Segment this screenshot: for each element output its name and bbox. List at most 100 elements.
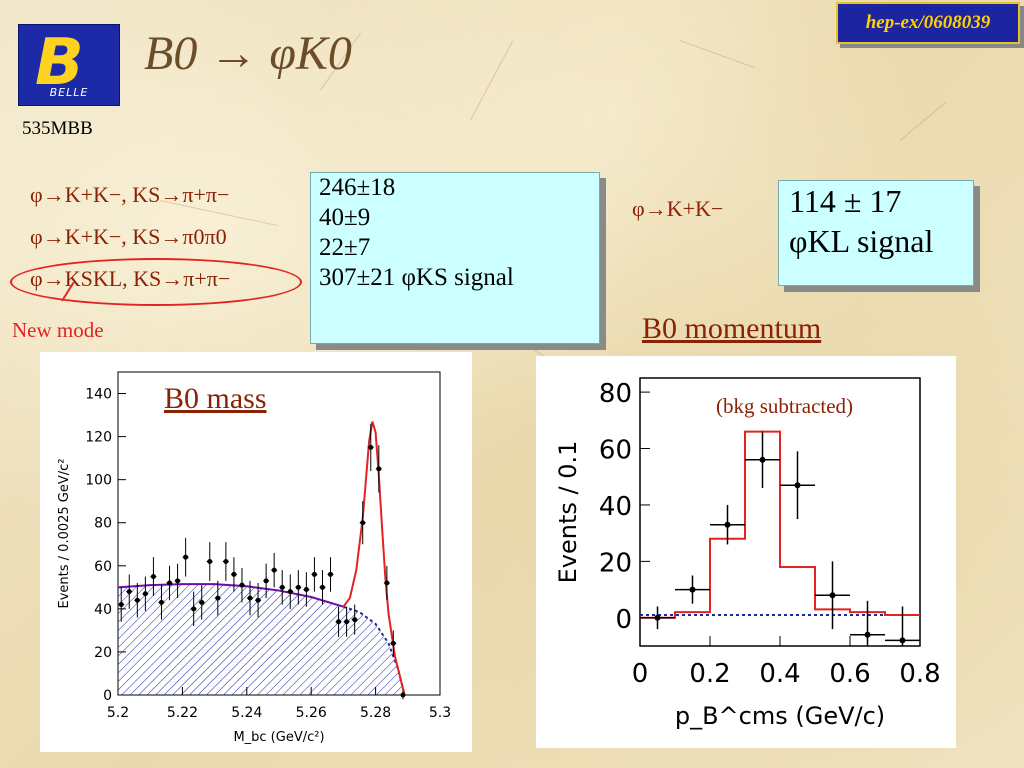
belle-logo: B BELLE — [18, 24, 120, 106]
data-point — [295, 584, 301, 590]
y-tick-label: 20 — [599, 548, 632, 578]
total-fit-line — [342, 421, 406, 696]
new-mode-highlight-ellipse — [10, 258, 302, 306]
data-point — [384, 580, 390, 586]
y-tick-label: 40 — [599, 492, 632, 522]
data-point — [231, 571, 237, 577]
paper-fiber — [470, 40, 514, 121]
data-point — [400, 692, 406, 698]
data-point — [215, 595, 221, 601]
decay-mode-1: φ→K+K−, KS→π+π− — [30, 182, 229, 208]
yield-line-2: 40±9 — [319, 204, 371, 231]
data-point — [239, 582, 245, 588]
reference-text: hep-ex/0608039 — [865, 12, 991, 33]
belle-logo-text: BELLE — [49, 86, 89, 99]
x-tick-label: 0.6 — [829, 659, 870, 689]
data-point — [134, 597, 140, 603]
data-point — [150, 574, 156, 580]
yield-line-3: 22±7 — [319, 234, 371, 261]
momentum-plot: 0 20 40 60 80 0 0.2 0.4 0.6 0.8 p_B^cms (GeV/c) Eve… — [554, 377, 941, 730]
x-tick-label: 0.2 — [689, 659, 730, 689]
x-tick-label: 0.4 — [759, 659, 800, 689]
data-point — [183, 554, 189, 560]
x-tick-label: 5.3 — [429, 705, 451, 721]
y-tick-label: 60 — [94, 559, 112, 575]
paper-fiber — [900, 101, 947, 141]
x-tick-label: 5.26 — [296, 705, 327, 721]
x-tick-label: 5.24 — [231, 705, 262, 721]
data-point — [167, 580, 173, 586]
ks-yields-box: 246±18 40±9 22±7 307±21 φKS signal — [310, 172, 600, 344]
data-point — [311, 571, 317, 577]
mass-plot-panel: 0 20 40 60 80 100 120 140 5.2 5.22 5.24 5.26 5.28 5.3… — [40, 352, 472, 752]
data-point — [207, 558, 213, 564]
y-axis-label: Events / 0.0025 GeV/c² — [57, 459, 72, 609]
data-point — [223, 558, 229, 564]
data-point — [319, 584, 325, 590]
bkg-subtracted-note: (bkg subtracted) — [716, 394, 854, 418]
y-tick-label: 20 — [94, 645, 112, 661]
data-point — [368, 444, 374, 450]
kl-yield-box: 114 ± 17 φKL signal — [778, 180, 974, 286]
data-point — [263, 578, 269, 584]
data-point — [175, 578, 181, 584]
decay-mode-1-label: φ→K+K−, KS→π+π− — [30, 182, 230, 207]
yield-line-1: 246±18 — [319, 174, 396, 201]
x-tick-label: 5.28 — [360, 705, 391, 721]
data-point — [303, 586, 309, 592]
luminosity-label: 535MBB — [22, 118, 93, 140]
mass-plot: 0 20 40 60 80 100 120 140 5.2 5.22 5.24 5.26 5.28 5.3… — [57, 371, 451, 745]
y-tick-label: 40 — [94, 602, 112, 618]
decay-mode-2: φ→K+K−, KS→π0π0 — [30, 224, 227, 250]
data-point — [247, 595, 253, 601]
paper-fiber — [679, 40, 756, 69]
luminosity-text: 535MBB — [22, 118, 93, 139]
y-tick-label: 0 — [103, 688, 112, 704]
background-fit-line — [117, 583, 344, 608]
data-point — [376, 466, 382, 472]
belle-b-glyph: B — [35, 26, 84, 100]
mass-plot-title: B0 mass — [164, 382, 267, 415]
reference-box: hep-ex/0608039 — [836, 2, 1020, 44]
yield-line-total: 307±21 φKS signal — [319, 264, 514, 291]
data-point — [390, 640, 396, 646]
data-point — [271, 567, 277, 573]
data-point — [158, 599, 164, 605]
new-mode-label: New mode — [12, 318, 104, 342]
y-tick-label: 100 — [85, 473, 112, 489]
kl-yield-label: φKL signal — [789, 223, 934, 259]
y-tick-label: 140 — [85, 387, 112, 403]
page-title-text: B0 → φK0 — [144, 27, 352, 80]
data-point — [279, 584, 285, 590]
data-point — [864, 631, 871, 638]
x-axis-label: M_bc (GeV/c²) — [233, 730, 324, 745]
y-tick-label: 120 — [85, 430, 112, 446]
data-point — [352, 617, 358, 623]
data-point — [344, 619, 350, 625]
background-hatched-area — [118, 584, 405, 695]
x-tick-label: 5.2 — [107, 705, 129, 721]
momentum-plot-panel: 0 20 40 60 80 0 0.2 0.4 0.6 0.8 p_B^cms (GeV/c) Eve… — [536, 356, 956, 748]
data-point — [794, 482, 801, 489]
data-point — [328, 571, 334, 577]
decay-mode-2-label: φ→K+K−, KS→π0π0 — [30, 224, 227, 249]
data-point — [654, 614, 661, 621]
x-tick-label: 0 — [632, 659, 649, 689]
data-point — [759, 456, 766, 463]
y-tick-label: 80 — [94, 516, 112, 532]
y-tick-label: 80 — [599, 379, 632, 409]
data-point — [360, 520, 366, 526]
kl-yield-value: 114 ± 17 — [789, 183, 902, 219]
data-point — [191, 606, 197, 612]
x-axis-label: p_B^cms (GeV/c) — [675, 702, 885, 730]
data-point — [142, 591, 148, 597]
x-tick-label: 5.22 — [167, 705, 198, 721]
momentum-plot-title: B0 momentum — [642, 312, 822, 345]
data-point — [829, 592, 836, 599]
data-point — [689, 586, 696, 593]
data-point — [199, 599, 205, 605]
data-point — [899, 637, 906, 644]
data-point — [336, 619, 342, 625]
page-title: B0 → φK0 — [144, 26, 352, 81]
kl-decay-mode: φ→K+K− — [632, 196, 724, 221]
